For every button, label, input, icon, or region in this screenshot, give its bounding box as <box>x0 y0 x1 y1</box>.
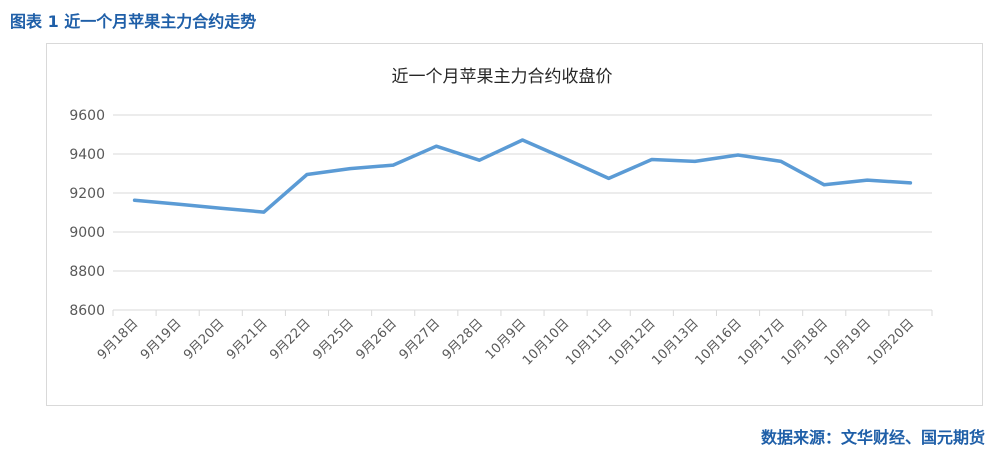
data-point <box>822 183 826 187</box>
y-tick-label: 9200 <box>69 186 105 202</box>
chart-title: 近一个月苹果主力合约收盘价 <box>392 67 613 87</box>
data-point <box>908 181 912 185</box>
data-point <box>391 163 395 167</box>
data-point <box>176 202 180 206</box>
x-tick-label: 9月27日 <box>397 316 444 363</box>
data-point <box>865 178 869 182</box>
x-tick-label: 10月20日 <box>865 316 917 368</box>
x-tick-label: 9月22日 <box>267 316 314 363</box>
data-point <box>477 158 481 162</box>
y-tick-label: 9000 <box>69 225 105 241</box>
x-tick-label: 9月19日 <box>138 316 185 363</box>
source-note: 数据来源：文华财经、国元期货 <box>760 428 985 447</box>
data-point <box>779 159 783 163</box>
data-point <box>736 153 740 157</box>
y-tick-label: 9600 <box>69 108 105 124</box>
data-point <box>348 167 352 171</box>
y-tick-label: 8800 <box>69 264 105 280</box>
data-point <box>521 138 524 142</box>
data-point <box>434 144 438 148</box>
data-point <box>650 157 654 161</box>
chart-frame: 近一个月苹果主力合约收盘价 9600 9400 9200 9000 8800 8600 9… <box>46 43 983 406</box>
figure-caption: 图表 1 近一个月苹果主力合约走势 <box>10 12 257 31</box>
x-tick-label: 9月18日 <box>95 316 142 363</box>
data-point <box>262 210 266 214</box>
data-point <box>693 159 697 163</box>
y-tick-label: 8600 <box>69 303 105 319</box>
x-tick-label: 9月21日 <box>224 316 271 363</box>
data-point <box>607 176 611 180</box>
x-tick-label: 9月28日 <box>440 316 487 363</box>
data-point <box>219 206 223 210</box>
data-point <box>133 198 137 202</box>
data-point <box>305 172 309 176</box>
x-tick-label: 9月25日 <box>310 316 357 363</box>
y-tick-label: 9400 <box>69 147 105 163</box>
closing-price-series-line <box>132 138 913 214</box>
data-point <box>564 157 568 161</box>
x-tick-label: 9月26日 <box>353 316 400 363</box>
line-chart: 近一个月苹果主力合约收盘价 9600 9400 9200 9000 8800 8600 9… <box>69 67 933 369</box>
x-tick-label: 9月20日 <box>181 316 228 363</box>
